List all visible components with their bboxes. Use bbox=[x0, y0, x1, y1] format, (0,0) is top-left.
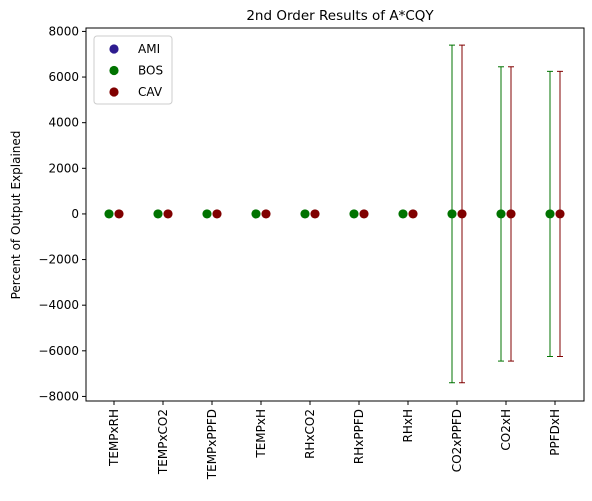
point-bos bbox=[202, 209, 212, 219]
point-cav bbox=[212, 209, 222, 219]
point-bos bbox=[398, 209, 408, 219]
y-tick-label: 4000 bbox=[48, 116, 79, 130]
legend: AMI BOS CAV bbox=[93, 35, 173, 105]
point-bos bbox=[496, 209, 506, 219]
x-tick-label: CO2xH bbox=[499, 409, 513, 451]
point-bos bbox=[349, 209, 359, 219]
point-cav bbox=[310, 209, 320, 219]
y-tick-label: 6000 bbox=[48, 70, 79, 84]
x-tick-label: RHxPPFD bbox=[352, 409, 366, 464]
y-tick-label: −2000 bbox=[38, 253, 79, 267]
y-tick-label: 2000 bbox=[48, 161, 79, 175]
point-cav bbox=[408, 209, 418, 219]
point-cav bbox=[163, 209, 173, 219]
x-tick-label: TEMPxRH bbox=[107, 409, 121, 467]
plot-area: 8000 6000 4000 2000 0 −2000 −4000 −6000 −8000 TEM… bbox=[38, 24, 565, 480]
x-tick-label: TEMPxCO2 bbox=[156, 409, 170, 475]
axes-frame bbox=[85, 27, 585, 402]
point-bos bbox=[153, 209, 163, 219]
x-tick-label: RHxCO2 bbox=[303, 409, 317, 459]
y-tick-label: −6000 bbox=[38, 344, 79, 358]
y-axis-label: Percent of Output Explained bbox=[9, 131, 23, 300]
point-cav bbox=[359, 209, 369, 219]
chart-title: 2nd Order Results of A*CQY bbox=[246, 8, 434, 24]
y-tick-label: −8000 bbox=[38, 389, 79, 403]
point-cav bbox=[261, 209, 271, 219]
y-tick-label: 8000 bbox=[48, 24, 79, 38]
point-bos bbox=[545, 209, 555, 219]
point-cav bbox=[457, 209, 467, 219]
point-bos bbox=[300, 209, 310, 219]
point-cav bbox=[114, 209, 124, 219]
y-tick-label: 0 bbox=[71, 207, 79, 221]
y-tick-label: −4000 bbox=[38, 298, 79, 312]
x-tick-label: CO2xPPFD bbox=[450, 409, 464, 472]
x-tick-label: RHxH bbox=[401, 409, 415, 443]
x-tick-label: PPFDxH bbox=[548, 409, 562, 456]
legend-marker-ami bbox=[109, 44, 119, 54]
point-bos bbox=[251, 209, 261, 219]
x-tick-label: TEMPxPPFD bbox=[205, 409, 219, 480]
legend-label-cav: CAV bbox=[138, 85, 163, 99]
legend-marker-cav bbox=[109, 87, 119, 97]
x-tick-label: TEMPxH bbox=[254, 409, 268, 459]
point-bos bbox=[447, 209, 457, 219]
point-bos bbox=[104, 209, 114, 219]
point-cav bbox=[506, 209, 516, 219]
point-cav bbox=[555, 209, 565, 219]
legend-marker-bos bbox=[109, 65, 119, 76]
legend-label-bos: BOS bbox=[138, 64, 163, 78]
legend-label-ami: AMI bbox=[138, 42, 160, 56]
